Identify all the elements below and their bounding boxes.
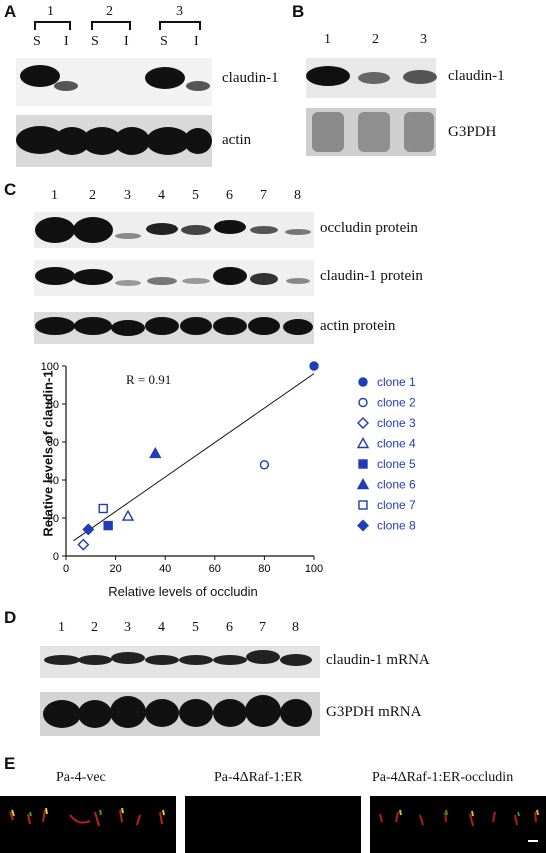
legend-marker-1 <box>358 377 368 387</box>
panel-c-lane-6: 6 <box>226 188 233 203</box>
panel-c-letter: C <box>4 180 17 199</box>
chart-x-axis-label: Relative levels of occludin <box>108 584 258 599</box>
panel-c-lane-1: 1 <box>51 188 58 203</box>
legend-marker-2 <box>358 397 368 408</box>
panel-a-fraction: S <box>91 34 99 49</box>
panel-b-lane: 2 <box>372 32 379 47</box>
scale-bar <box>528 840 538 842</box>
panel-b-label-claudin: claudin-1 <box>448 68 505 84</box>
legend-label-6: clone 6 <box>377 478 416 492</box>
x-tick-label: 60 <box>209 563 221 575</box>
y-tick-label: 80 <box>47 399 59 411</box>
y-tick-label: 20 <box>47 513 59 525</box>
panel-c-label-occludin: occludin protein <box>320 220 418 236</box>
y-tick-label: 100 <box>41 361 59 373</box>
trendline <box>73 373 315 542</box>
scatter-point-2 <box>259 460 270 470</box>
scatter-point-4 <box>121 509 135 521</box>
panel-c-label-claudin: claudin-1 protein <box>320 268 423 284</box>
legend-marker-6 <box>356 478 370 490</box>
panel-c-lane-5: 5 <box>192 188 199 203</box>
panel-a-fraction: I <box>64 34 69 49</box>
legend-marker-3 <box>357 417 369 429</box>
panel-c-lane-7: 7 <box>260 188 267 203</box>
panel-e-title-raf-occludin: Pa-4ΔRaf-1:ER-occludin <box>372 770 514 785</box>
legend-label-7: clone 7 <box>377 498 416 512</box>
scatter-point-5 <box>103 520 113 531</box>
panel-b-letter: B <box>292 2 305 21</box>
legend-marker-5 <box>358 459 368 469</box>
scatter-point-7 <box>98 503 108 514</box>
panel-c-label-actin: actin protein <box>320 318 396 334</box>
legend-label-1: clone 1 <box>377 375 416 389</box>
legend-label-3: clone 3 <box>377 416 416 430</box>
panel-d-lane-7: 7 <box>259 620 266 635</box>
panel-a-group-3: 3 <box>176 4 183 19</box>
x-tick-label: 0 <box>63 563 69 575</box>
scatter-point-8 <box>82 523 95 536</box>
legend-marker-4 <box>356 437 370 449</box>
panel-c-lane-3: 3 <box>124 188 131 203</box>
scatter-point-3 <box>77 538 90 551</box>
panel-d-letter: D <box>4 608 17 627</box>
legend-label-5: clone 5 <box>377 457 416 471</box>
panel-c-lane-4: 4 <box>158 188 165 203</box>
panel-d-lane-3: 3 <box>124 620 131 635</box>
x-tick-label: 20 <box>109 563 121 575</box>
y-tick-label: 60 <box>47 437 59 449</box>
panel-a-fraction: I <box>194 34 199 49</box>
panel-a-label-claudin: claudin-1 <box>222 70 279 86</box>
legend-marker-8 <box>357 519 369 532</box>
scatter-point-1 <box>309 361 319 371</box>
x-tick-label: 40 <box>159 563 171 575</box>
panel-d-lane-1: 1 <box>58 620 65 635</box>
panel-b-lane: 3 <box>420 32 427 47</box>
panel-c-lane-2: 2 <box>89 188 96 203</box>
x-tick-label: 80 <box>258 563 270 575</box>
scatter-point-6 <box>149 446 162 459</box>
panel-a-group-1: 1 <box>47 4 54 19</box>
legend-label-4: clone 4 <box>377 437 416 451</box>
panel-d-lane-8: 8 <box>292 620 299 635</box>
panel-d-lane-2: 2 <box>91 620 98 635</box>
legend-label-2: clone 2 <box>377 396 416 410</box>
y-tick-label: 0 <box>53 551 59 563</box>
panel-c-lane-8: 8 <box>294 188 301 203</box>
panel-e-letter: E <box>4 754 16 773</box>
panel-e-title-raf: Pa-4ΔRaf-1:ER <box>214 770 303 785</box>
panel-a-fraction: S <box>160 34 168 49</box>
panel-d-lane-4: 4 <box>158 620 165 635</box>
legend-marker-7 <box>358 500 368 510</box>
panel-d-label-claudin: claudin-1 mRNA <box>326 652 430 668</box>
panel-d-label-g3pdh: G3PDH mRNA <box>326 704 422 720</box>
panel-a-fraction: I <box>124 34 129 49</box>
y-tick-label: 40 <box>47 475 59 487</box>
panel-a-group-2: 2 <box>106 4 113 19</box>
panel-d-lane-6: 6 <box>226 620 233 635</box>
panel-d-lane-5: 5 <box>192 620 199 635</box>
x-tick-label: 100 <box>305 563 323 575</box>
panel-a-fraction: S <box>33 34 41 49</box>
panel-a-letter: A <box>4 2 17 21</box>
panel-a-label-actin: actin <box>222 132 252 148</box>
panel-b-lane: 1 <box>324 32 331 47</box>
panel-e-title-vec: Pa-4-vec <box>56 770 106 785</box>
panel-b-label-g3pdh: G3PDH <box>448 124 497 140</box>
legend-label-8: clone 8 <box>377 519 416 533</box>
chart-r-annotation: R = 0.91 <box>126 372 172 387</box>
